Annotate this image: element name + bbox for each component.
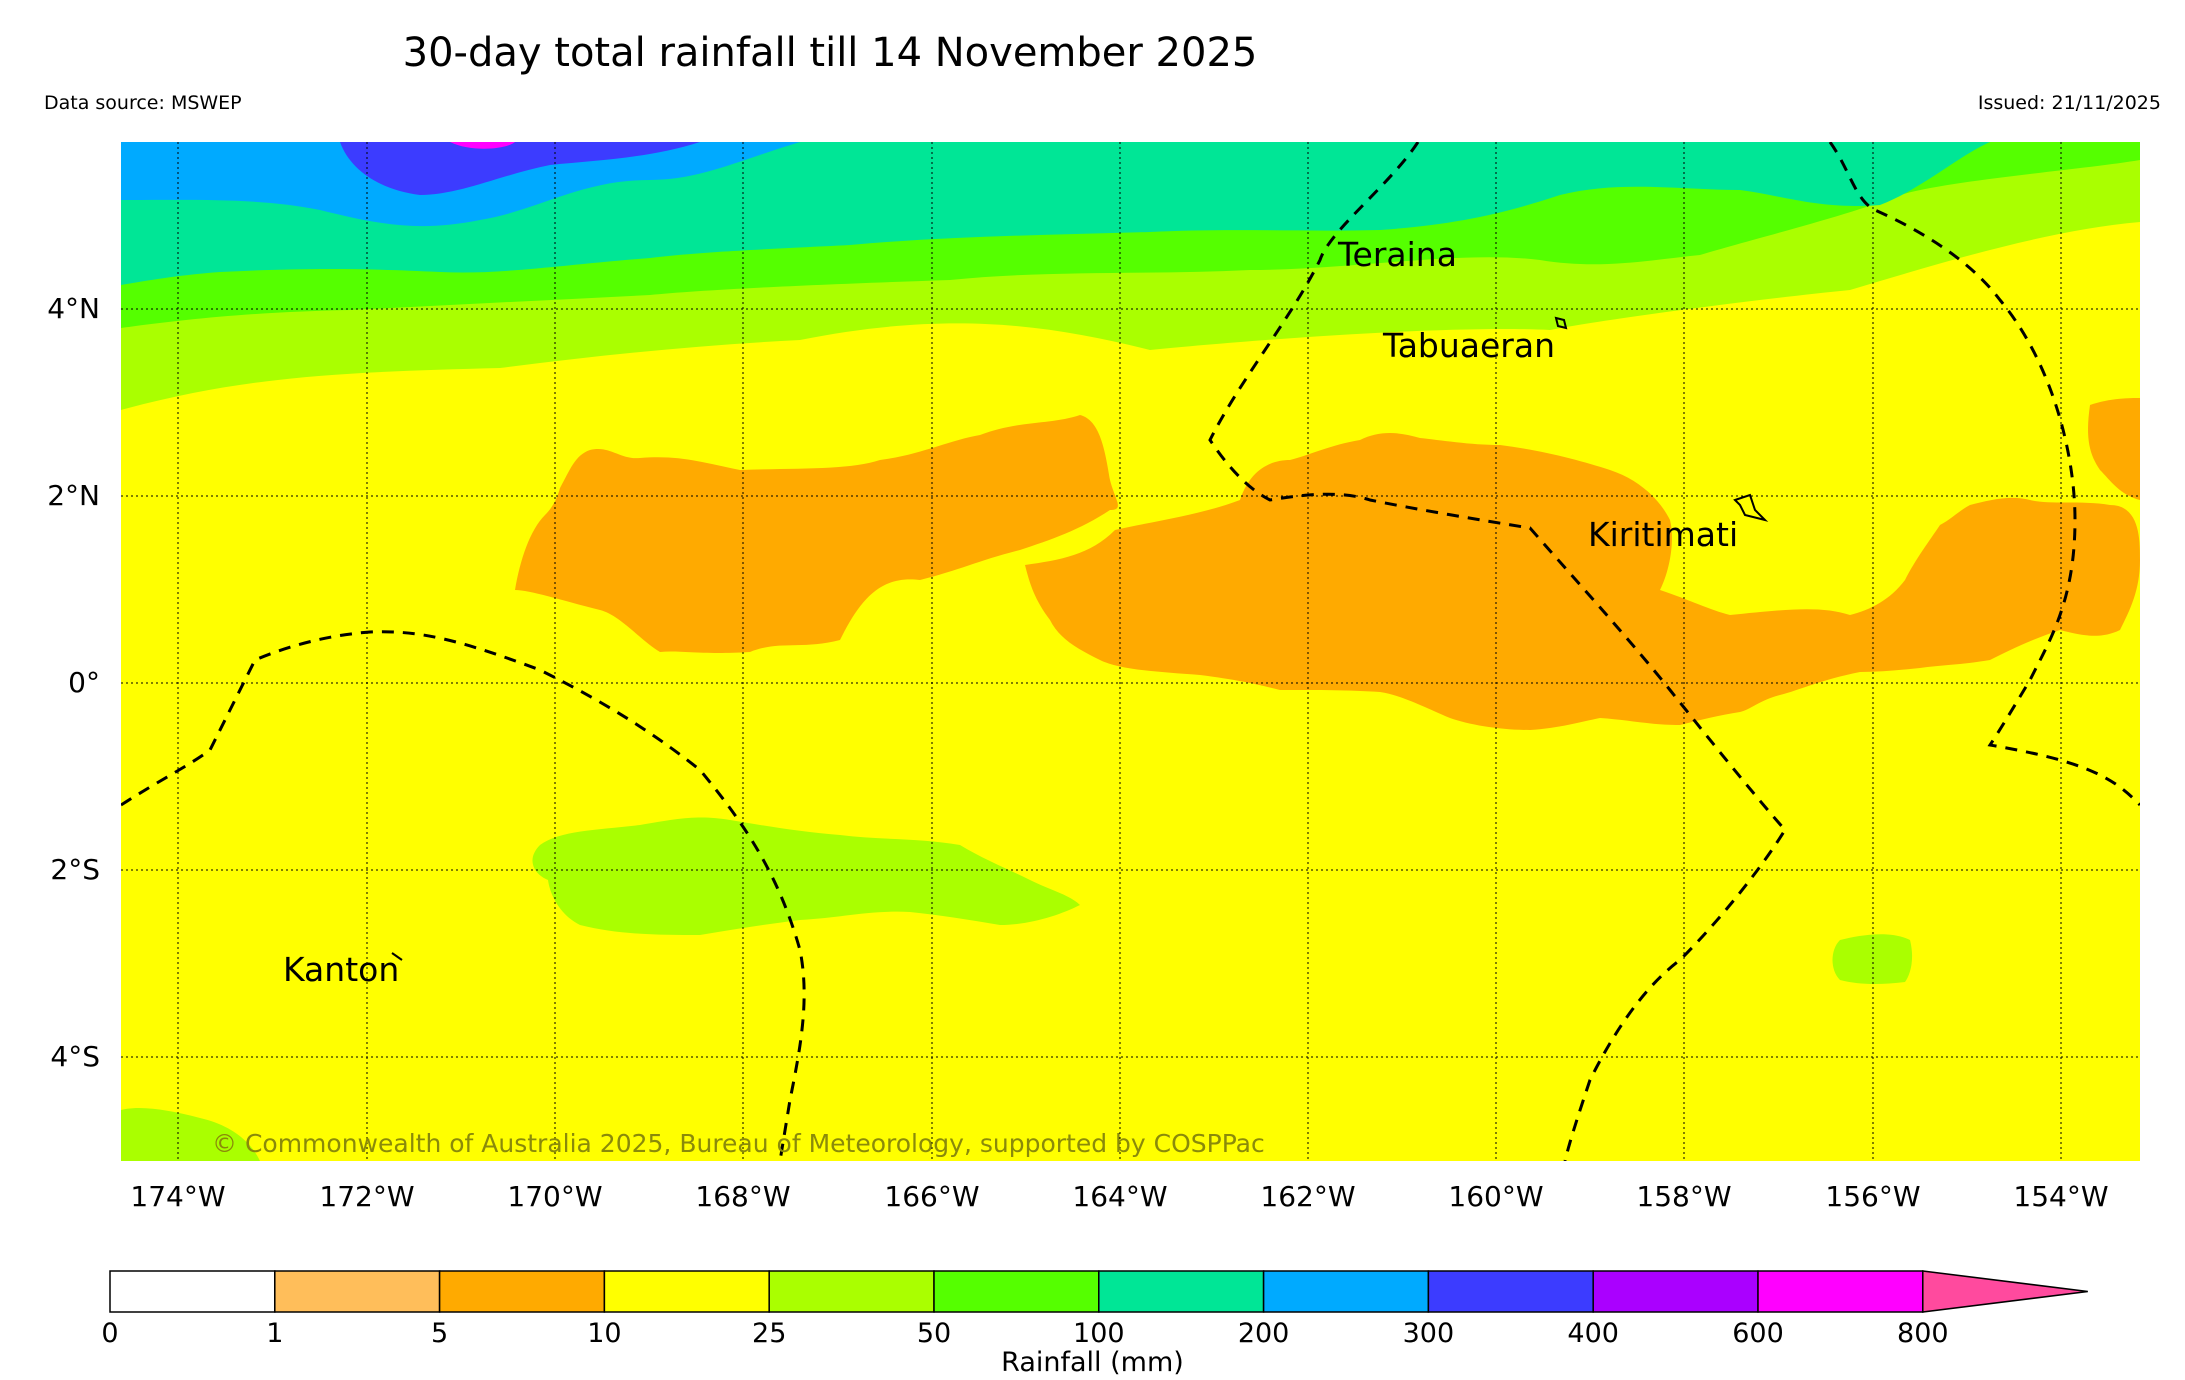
longitude-axis: 174°W 172°W 170°W 168°W 166°W 164°W 162°… — [130, 1180, 2108, 1213]
colorbar-cell — [1757, 1270, 1924, 1313]
rainfall-band-5-10-east — [2088, 398, 2140, 500]
kanton-island-outline — [391, 952, 403, 961]
colorbar-cell — [1592, 1270, 1759, 1313]
lon-tick-label: 154°W — [2013, 1180, 2108, 1213]
lat-tick-label: 2°N — [47, 479, 100, 512]
tabuaeran-island-outline — [1554, 316, 1568, 330]
lon-tick-label: 160°W — [1448, 1180, 1543, 1213]
lat-tick-label: 4°N — [47, 292, 100, 325]
colorbar-tick-label: 1 — [266, 1318, 283, 1349]
colorbar-cell — [1098, 1270, 1265, 1313]
lon-tick-label: 170°W — [507, 1180, 602, 1213]
lon-tick-label: 174°W — [130, 1180, 225, 1213]
colorbar-tick-label: 0 — [101, 1318, 118, 1349]
colorbar-tick-labels: 0 1 5 10 25 50 100 200 300 400 600 800 — [101, 1318, 1948, 1349]
place-label-kiritimati: Kiritimati — [1588, 515, 1738, 554]
graticule — [121, 142, 2140, 1161]
latitude-axis: 4°N 2°N 0° 2°S 4°S — [47, 292, 100, 1073]
colorbar-tick-label: 25 — [752, 1318, 786, 1349]
colorbar-cell — [274, 1270, 441, 1313]
eez-boundary-east — [1828, 142, 2140, 807]
colorbar-cell — [1427, 1270, 1594, 1313]
lon-tick-label: 156°W — [1825, 1180, 1920, 1213]
place-label-tabuaeran: Tabuaeran — [1382, 326, 1555, 365]
rainfall-band-25-50-se — [1832, 934, 1913, 985]
colorbar-tick-label: 800 — [1897, 1318, 1949, 1349]
colorbar-cell — [603, 1270, 770, 1313]
colorbar-tick-label: 5 — [431, 1318, 448, 1349]
colorbar-tick-label: 400 — [1567, 1318, 1619, 1349]
place-label-kanton: Kanton — [283, 950, 399, 989]
map-title: 30-day total rainfall till 14 November 2… — [402, 30, 1258, 76]
rainfall-band-25-50-south — [532, 817, 1080, 935]
colorbar-cell — [768, 1270, 935, 1313]
colorbar-cell — [109, 1270, 276, 1313]
lat-tick-label: 2°S — [50, 853, 100, 886]
colorbar-cell — [438, 1270, 606, 1313]
lon-tick-label: 162°W — [1260, 1180, 1355, 1213]
lon-tick-label: 166°W — [884, 1180, 979, 1213]
rainfall-band-5-10-west — [515, 415, 1118, 653]
colorbar-tick-label: 300 — [1403, 1318, 1455, 1349]
lon-tick-label: 164°W — [1072, 1180, 1167, 1213]
eez-boundary-west — [121, 630, 806, 1161]
colorbar-extend-arrow — [1922, 1270, 2088, 1313]
rainfall-band-5-10-central — [1025, 433, 2140, 730]
lon-tick-label: 168°W — [695, 1180, 790, 1213]
rainfall-band-600-800 — [450, 142, 515, 149]
colorbar-cells — [109, 1270, 2088, 1313]
rainfall-field — [121, 142, 2140, 1161]
lon-tick-label: 158°W — [1636, 1180, 1731, 1213]
copyright-notice: © Commonwealth of Australia 2025, Bureau… — [212, 1129, 1265, 1158]
rainfall-band-25-50-sw — [121, 1107, 260, 1161]
colorbar-tick-label: 200 — [1238, 1318, 1290, 1349]
colorbar-tick-label: 50 — [917, 1318, 951, 1349]
issued-date-label: Issued: 21/11/2025 — [1977, 92, 2161, 114]
colorbar-tick-label: 600 — [1732, 1318, 1784, 1349]
lat-tick-label: 4°S — [50, 1040, 100, 1073]
kiritimati-island-outline — [1733, 493, 1769, 522]
colorbar-cell — [1262, 1270, 1430, 1313]
eez-boundary-line-islands — [1208, 142, 1787, 1161]
lat-tick-label: 0° — [68, 666, 100, 699]
colorbar-label: Rainfall (mm) — [1001, 1347, 1184, 1378]
data-source-label: Data source: MSWEP — [44, 92, 242, 114]
lon-tick-label: 172°W — [319, 1180, 414, 1213]
rainfall-band-300-400 — [340, 142, 700, 195]
colorbar-tick-label: 10 — [587, 1318, 621, 1349]
place-label-teraina: Teraina — [1337, 235, 1457, 274]
colorbar-tick-label: 100 — [1073, 1318, 1125, 1349]
colorbar-cell — [933, 1270, 1100, 1313]
